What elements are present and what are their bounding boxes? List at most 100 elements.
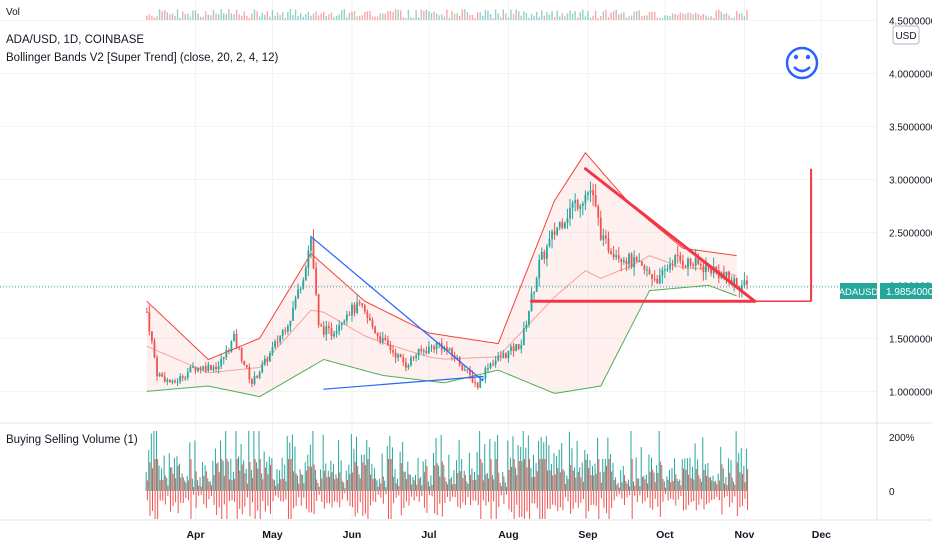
- candle-body: [430, 346, 433, 348]
- volume-bar: [364, 11, 366, 20]
- candle-body: [705, 264, 707, 273]
- candle-body: [676, 255, 679, 257]
- volume-bar: [420, 9, 422, 20]
- indicator-title[interactable]: Bollinger Bands V2 [Super Trend] (close,…: [6, 52, 278, 64]
- candle-body: [599, 217, 602, 240]
- lower-indicator-title[interactable]: Buying Selling Volume (1): [6, 434, 138, 446]
- volume-bar: [279, 15, 281, 20]
- candle-body: [594, 195, 597, 207]
- candle-body: [307, 250, 310, 268]
- volume-bar: [333, 17, 335, 20]
- candle-body: [607, 238, 610, 252]
- candle-body: [210, 365, 212, 370]
- candle-body: [487, 367, 489, 369]
- volume-bar: [479, 12, 481, 20]
- candle-body: [266, 358, 269, 362]
- candle-body: [289, 320, 292, 327]
- volume-bar: [248, 17, 251, 20]
- candle-body: [664, 269, 666, 271]
- candle-body: [220, 358, 223, 367]
- volume-bar: [533, 15, 535, 20]
- buying-selling-volume: [145, 431, 749, 519]
- candle-body: [238, 347, 241, 349]
- candle-body: [484, 368, 487, 379]
- candle-body: [233, 333, 235, 342]
- volume-bar: [518, 11, 520, 20]
- candle-body: [651, 274, 653, 279]
- volume-bar: [620, 13, 623, 20]
- candle-body: [171, 380, 174, 383]
- candle-body: [666, 269, 669, 271]
- candle-body: [715, 266, 718, 271]
- candle-body: [620, 258, 623, 263]
- volume-bar: [446, 9, 448, 20]
- volume-bar: [548, 14, 551, 20]
- candle-body: [202, 366, 205, 370]
- candle-body: [422, 350, 425, 352]
- candle-body: [371, 320, 374, 327]
- candle-body: [481, 378, 484, 380]
- candle-body: [658, 275, 661, 284]
- volume-bar: [389, 11, 392, 20]
- candle-body: [338, 325, 341, 332]
- volume-bar: [148, 14, 151, 20]
- candle-body: [661, 270, 664, 276]
- volume-bar: [525, 13, 528, 20]
- candle-body: [522, 328, 525, 346]
- volume-bar: [579, 12, 581, 20]
- volume-bar: [294, 9, 297, 20]
- trend-drawings: [310, 167, 813, 390]
- candle-body: [538, 259, 541, 279]
- volume-bar: [394, 9, 397, 20]
- symbol-title: ADA/USD, 1D, COINBASE: [6, 34, 144, 46]
- currency-badge[interactable]: USD: [892, 25, 920, 45]
- volume-bar: [205, 11, 207, 20]
- volume-bars: [146, 9, 748, 20]
- candle-body: [243, 360, 246, 366]
- volume-bar: [451, 11, 453, 20]
- candle-body: [369, 317, 371, 321]
- volume-bar: [276, 12, 279, 20]
- candle-body: [515, 344, 518, 352]
- candle-body: [192, 366, 194, 368]
- volume-bar: [253, 9, 256, 20]
- band-fill: [146, 152, 737, 397]
- candle-body: [428, 346, 430, 354]
- volume-bar: [297, 15, 299, 20]
- volume-bar: [302, 16, 304, 20]
- lower-y-tick-label: 200%: [889, 433, 915, 444]
- volume-bar: [528, 17, 530, 20]
- volume-bar: [456, 13, 458, 20]
- volume-bar: [443, 16, 446, 20]
- volume-bar: [153, 17, 156, 20]
- volume-bar: [677, 14, 679, 20]
- candle-body: [240, 348, 243, 361]
- candle-body: [510, 346, 512, 351]
- candle-body: [184, 377, 187, 379]
- candle-body: [333, 333, 335, 337]
- candle-body: [671, 264, 674, 266]
- candle-body: [353, 304, 356, 313]
- candle-body: [269, 353, 271, 362]
- candle-body: [215, 366, 217, 370]
- volume-bar: [425, 9, 428, 20]
- candle-body: [504, 353, 507, 358]
- volume-bar: [623, 12, 625, 20]
- candle-body: [366, 311, 369, 318]
- candle-body: [463, 369, 466, 371]
- red-trend-line: [583, 167, 757, 303]
- volume-bar: [502, 9, 505, 20]
- candle-body: [674, 255, 677, 265]
- candle-body: [512, 346, 515, 352]
- volume-bar: [610, 12, 612, 20]
- candle-body: [610, 251, 612, 255]
- candle-body: [158, 373, 161, 377]
- candle-body: [294, 298, 297, 308]
- candle-body: [574, 200, 577, 204]
- volume-bar: [674, 14, 676, 20]
- volume-bar: [728, 15, 730, 20]
- volume-bar: [435, 13, 438, 20]
- volume-bar: [523, 11, 525, 20]
